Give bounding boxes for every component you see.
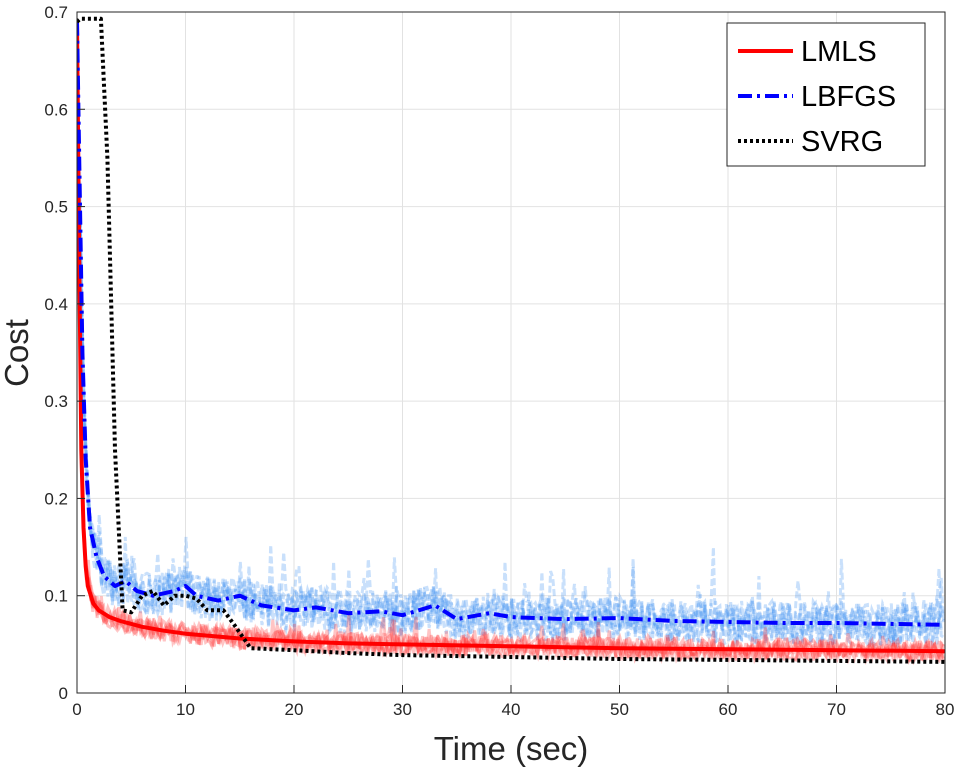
- series-lines: [77, 16, 945, 664]
- series-line-lmls: [77, 21, 945, 654]
- legend-label-lbfgs: LBFGS: [801, 81, 896, 113]
- legend: LMLS LBFGS SVRG: [726, 22, 926, 167]
- run-trace-lmls: [78, 295, 945, 665]
- legend-label-lmls: LMLS: [801, 36, 877, 68]
- y-tick-label: 0.2: [44, 489, 68, 508]
- x-tick-label: 50: [610, 700, 629, 719]
- run-trace-lbfgs: [78, 200, 945, 647]
- x-tick-label: 0: [72, 700, 81, 719]
- y-tick-label: 0.3: [44, 392, 68, 411]
- y-axis-title: Cost: [0, 319, 35, 387]
- x-tick-label: 80: [936, 700, 955, 719]
- y-tick-label: 0: [59, 684, 68, 703]
- run-trace-lbfgs: [78, 208, 945, 650]
- x-axis-title: Time (sec): [434, 730, 589, 767]
- x-tick-label: 20: [285, 700, 304, 719]
- run-trace-lmls: [78, 298, 945, 665]
- axis-ticks: 0 10 20 30 40 50 60 70 80 0 0.1 0.2 0.3 0.4 0.5 0.6 0.7: [44, 3, 954, 719]
- x-tick-label: 40: [502, 700, 521, 719]
- run-trace-lmls: [78, 296, 945, 665]
- x-tick-label: 30: [393, 700, 412, 719]
- y-tick-label: 0.4: [44, 295, 68, 314]
- y-tick-label: 0.7: [44, 3, 68, 22]
- y-tick-label: 0.1: [44, 587, 68, 606]
- run-trace-lbfgs: [78, 189, 945, 649]
- x-tick-label: 10: [176, 700, 195, 719]
- series-line-svrg: [77, 16, 945, 664]
- x-tick-label: 60: [719, 700, 738, 719]
- legend-label-svrg: SVRG: [801, 126, 883, 158]
- series-line-lbfgs: [77, 21, 945, 627]
- y-tick-label: 0.5: [44, 198, 68, 217]
- run-trace-lbfgs: [78, 171, 945, 648]
- run-trace-lmls: [78, 300, 945, 665]
- x-tick-label: 70: [827, 700, 846, 719]
- y-tick-label: 0.6: [44, 100, 68, 119]
